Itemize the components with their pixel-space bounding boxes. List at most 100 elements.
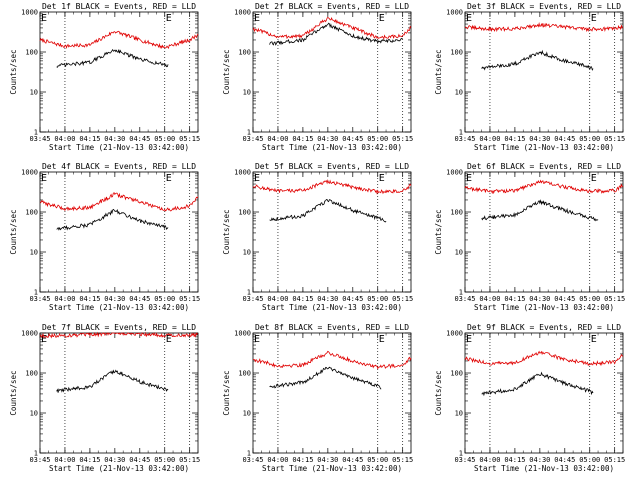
- chart-panel-3: Det 3f BLACK = Events, RED = LLD 1 10 100 10…: [434, 2, 625, 152]
- x-tick-label: 04:15: [504, 295, 525, 303]
- x-tick-label: 04:45: [342, 135, 363, 143]
- x-axis-label: Start Time (21-Nov-13 03:42:00): [474, 143, 614, 152]
- chart-panel-9: Det 9f BLACK = Events, RED = LLD 1 10 100 10…: [434, 323, 625, 473]
- x-tick-label: 04:00: [479, 456, 500, 464]
- chart-title: Det 7f BLACK = Events, RED = LLD: [42, 323, 196, 332]
- x-tick-label: 05:00: [579, 456, 600, 464]
- x-axis-label: Start Time (21-Nov-13 03:42:00): [262, 464, 402, 473]
- y-axis-label: Counts/sec: [434, 49, 443, 94]
- lld-series-line: [464, 179, 624, 195]
- events-series-line: [269, 199, 387, 223]
- y-tick-label: 1000: [446, 330, 463, 338]
- events-series-line: [269, 366, 382, 390]
- y-tick-label: 10: [243, 89, 251, 97]
- chart-title: Det 4f BLACK = Events, RED = LLD: [42, 162, 196, 171]
- y-tick-label: 100: [450, 49, 463, 57]
- x-tick-label: 04:15: [79, 456, 100, 464]
- x-tick-label: 04:00: [54, 456, 75, 464]
- y-axis-label: Counts/sec: [222, 370, 231, 415]
- x-tick-label: 04:30: [317, 456, 338, 464]
- x-tick-label: 04:00: [479, 295, 500, 303]
- y-tick-label: 100: [25, 209, 38, 217]
- x-tick-label: 04:30: [317, 295, 338, 303]
- x-tick-label: 05:15: [604, 135, 625, 143]
- x-tick-label: 04:15: [504, 456, 525, 464]
- chart-title: Det 9f BLACK = Events, RED = LLD: [467, 323, 621, 332]
- lld-series-line: [252, 17, 412, 40]
- x-tick-label: 03:45: [454, 295, 475, 303]
- chart-panel-5: Det 5f BLACK = Events, RED = LLD 1 10 100 10…: [222, 162, 413, 312]
- y-tick-label: 10: [243, 249, 251, 257]
- x-tick-label: 04:45: [554, 135, 575, 143]
- events-series-line: [56, 48, 169, 68]
- y-tick-label: 10: [243, 410, 251, 418]
- x-tick-label: 05:00: [154, 135, 175, 143]
- x-axis-label: Start Time (21-Nov-13 03:42:00): [49, 303, 189, 312]
- events-series-line: [56, 208, 169, 231]
- chart-panel-2: Det 2f BLACK = Events, RED = LLD 1 10 100 10…: [222, 2, 413, 152]
- x-tick-label: 04:15: [292, 135, 313, 143]
- x-tick-label: 05:15: [604, 456, 625, 464]
- x-tick-label: 04:45: [554, 295, 575, 303]
- x-tick-label: 03:45: [454, 456, 475, 464]
- x-tick-label: 05:15: [392, 295, 413, 303]
- plot-frame: [39, 11, 199, 133]
- y-tick-label: 1: [459, 129, 463, 137]
- plot-frame: [39, 332, 199, 454]
- x-tick-label: 04:45: [342, 456, 363, 464]
- x-tick-label: 04:30: [529, 456, 550, 464]
- y-tick-label: 100: [450, 209, 463, 217]
- chart-title: Det 5f BLACK = Events, RED = LLD: [255, 162, 409, 171]
- chart-title: Det 6f BLACK = Events, RED = LLD: [467, 162, 621, 171]
- event-marker-label: E: [591, 334, 597, 345]
- y-tick-label: 1000: [446, 169, 463, 177]
- y-tick-label: 100: [238, 209, 251, 217]
- x-axis-label: Start Time (21-Nov-13 03:42:00): [262, 303, 402, 312]
- y-axis-label: Counts/sec: [434, 209, 443, 254]
- x-tick-label: 05:00: [154, 456, 175, 464]
- event-marker-label: E: [379, 173, 385, 184]
- event-marker-label: E: [466, 173, 472, 184]
- lld-series-line: [252, 179, 412, 195]
- event-marker-label: E: [254, 13, 260, 24]
- y-axis-label: Counts/sec: [434, 370, 443, 415]
- y-tick-label: 1: [247, 129, 251, 137]
- y-tick-label: 1000: [234, 169, 251, 177]
- x-tick-label: 05:00: [579, 295, 600, 303]
- x-tick-label: 05:15: [392, 456, 413, 464]
- x-tick-label: 05:00: [367, 456, 388, 464]
- y-tick-label: 1000: [446, 9, 463, 17]
- event-marker-label: E: [41, 13, 47, 24]
- x-axis-label: Start Time (21-Nov-13 03:42:00): [474, 303, 614, 312]
- y-tick-label: 1: [34, 450, 38, 458]
- event-marker-label: E: [41, 173, 47, 184]
- y-tick-label: 1: [247, 289, 251, 297]
- y-tick-label: 1: [459, 289, 463, 297]
- x-tick-label: 04:30: [104, 295, 125, 303]
- y-tick-label: 100: [450, 370, 463, 378]
- events-series-line: [481, 371, 594, 397]
- lld-series-line: [39, 331, 199, 339]
- chart-title: Det 1f BLACK = Events, RED = LLD: [42, 2, 196, 11]
- chart-panel-4: Det 4f BLACK = Events, RED = LLD 1 10 100 10…: [9, 162, 200, 312]
- y-tick-label: 1000: [234, 9, 251, 17]
- event-marker-label: E: [379, 13, 385, 24]
- x-tick-label: 03:45: [242, 456, 263, 464]
- plot-frame: [252, 11, 412, 133]
- event-marker-label: E: [254, 173, 260, 184]
- x-tick-label: 04:15: [292, 456, 313, 464]
- x-tick-label: 04:00: [479, 135, 500, 143]
- chart-panel-1: Det 1f BLACK = Events, RED = LLD 1 10 100 10…: [9, 2, 200, 152]
- x-tick-label: 04:15: [79, 295, 100, 303]
- x-tick-label: 03:45: [29, 456, 50, 464]
- x-axis-label: Start Time (21-Nov-13 03:42:00): [474, 464, 614, 473]
- y-tick-label: 10: [455, 410, 463, 418]
- chart-title: Det 8f BLACK = Events, RED = LLD: [255, 323, 409, 332]
- x-tick-label: 04:30: [104, 135, 125, 143]
- chart-title: Det 2f BLACK = Events, RED = LLD: [255, 2, 409, 11]
- x-tick-label: 04:30: [529, 295, 550, 303]
- y-tick-label: 100: [25, 370, 38, 378]
- event-marker-label: E: [466, 13, 472, 24]
- plot-frame: [464, 332, 624, 454]
- y-tick-label: 1: [34, 129, 38, 137]
